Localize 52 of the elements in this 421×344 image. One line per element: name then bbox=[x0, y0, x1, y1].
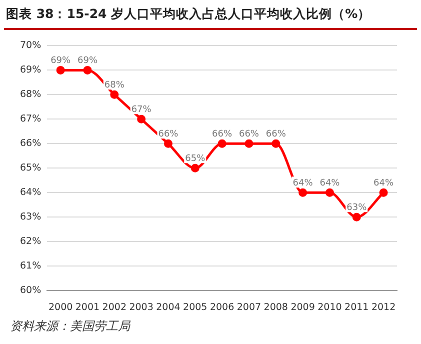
x-tick-label: 2006 bbox=[210, 302, 234, 313]
point bbox=[190, 164, 200, 172]
point bbox=[298, 188, 308, 197]
point bbox=[325, 188, 334, 197]
point bbox=[218, 139, 226, 148]
y-tick-label: 64% bbox=[20, 187, 42, 198]
x-tick-label: 2004 bbox=[156, 302, 180, 313]
data-label: 64% bbox=[374, 178, 394, 188]
x-tick-label: 2000 bbox=[48, 302, 73, 313]
x-tick-label: 2010 bbox=[318, 302, 342, 313]
x-tick-label: 2003 bbox=[129, 302, 154, 313]
y-tick-label: 65% bbox=[20, 162, 42, 174]
data-label: 68% bbox=[104, 80, 125, 91]
y-tick-label: 68% bbox=[20, 89, 42, 100]
chart-title: 图表 38：15-24 岁人口平均收入占总人口平均收入比例（%） bbox=[6, 6, 371, 23]
y-tick-label: 61% bbox=[20, 260, 42, 272]
data-label: 63% bbox=[346, 202, 368, 213]
data-label: 65% bbox=[185, 154, 206, 164]
point bbox=[244, 139, 254, 148]
data-label: 64% bbox=[292, 178, 314, 188]
y-tick-label: 69% bbox=[20, 64, 42, 76]
text: 资料来源：美国劳工局 bbox=[10, 318, 130, 335]
x-tick-label: 2012 bbox=[371, 302, 396, 313]
y-tick-label: 67% bbox=[20, 114, 42, 125]
point bbox=[56, 66, 65, 74]
data-label: 66% bbox=[158, 130, 179, 140]
y-tick-label: 60% bbox=[20, 285, 42, 296]
x-tick-label: 2011 bbox=[344, 302, 369, 313]
x-tick-label: 2002 bbox=[102, 302, 126, 313]
y-tick-label: 62% bbox=[20, 236, 42, 248]
x-tick-label: 2005 bbox=[183, 302, 208, 313]
x-tick-label: 2007 bbox=[236, 302, 262, 313]
data-label: 69% bbox=[50, 56, 72, 66]
data-label: 66% bbox=[212, 130, 232, 140]
point bbox=[379, 188, 388, 197]
point bbox=[164, 139, 172, 148]
point bbox=[137, 114, 146, 124]
data-label: 69% bbox=[77, 56, 98, 66]
data-label: 66% bbox=[266, 130, 286, 140]
y-tick-label: 70% bbox=[20, 40, 42, 52]
point bbox=[272, 139, 280, 148]
y-tick-label: 66% bbox=[20, 138, 42, 150]
data-label: 67% bbox=[131, 105, 152, 116]
y-tick-label: 63% bbox=[20, 212, 42, 223]
point bbox=[110, 90, 119, 99]
x-tick-label: 2009 bbox=[290, 302, 315, 313]
data-label: 64% bbox=[320, 178, 340, 188]
x-tick-label: 2001 bbox=[75, 302, 100, 313]
point bbox=[352, 212, 361, 222]
data-label: 66% bbox=[238, 130, 260, 140]
x-tick-label: 2008 bbox=[264, 302, 288, 313]
point bbox=[83, 66, 92, 74]
